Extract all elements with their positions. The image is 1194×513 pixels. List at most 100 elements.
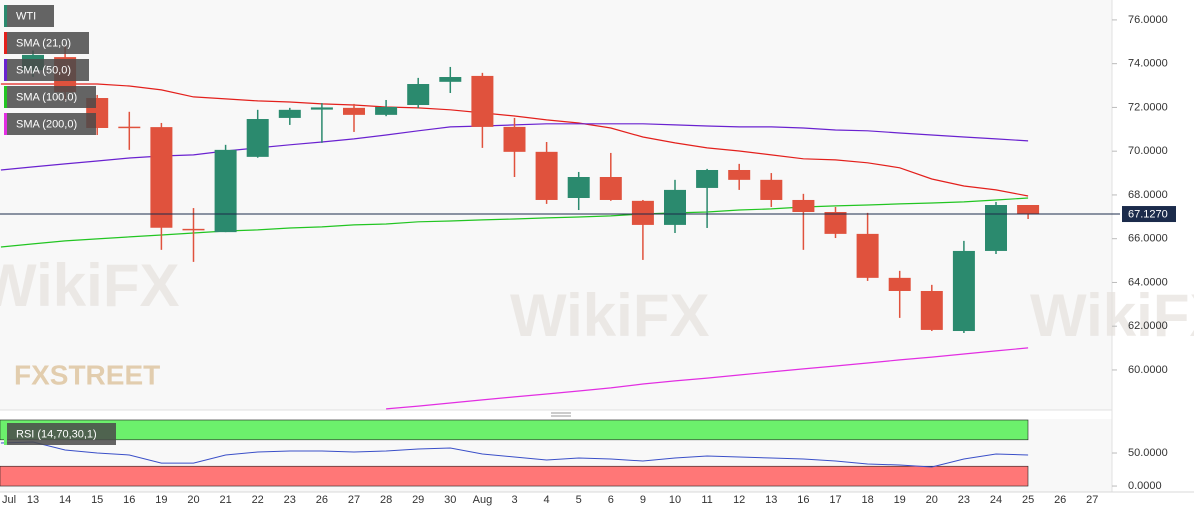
x-tick-label: 14 <box>59 494 71 506</box>
candle-body <box>856 233 879 278</box>
watermark: WikiFX <box>1030 282 1194 349</box>
legend-box <box>4 5 54 27</box>
candle-body <box>375 106 398 115</box>
y-tick-label: 70.0000 <box>1128 145 1168 157</box>
candle-body <box>888 277 911 291</box>
x-tick-label: 19 <box>894 494 906 506</box>
x-tick-label: 20 <box>926 494 938 506</box>
legend-label: SMA (50,0) <box>16 64 71 76</box>
x-tick-label: 17 <box>829 494 841 506</box>
rsi-line <box>0 441 1029 468</box>
x-tick-label: 16 <box>123 494 135 506</box>
y-tick-label: 72.0000 <box>1128 101 1168 113</box>
x-tick-label: 6 <box>608 494 614 506</box>
last-price-label: 67.1270 <box>1128 208 1168 220</box>
candle-body <box>728 169 751 180</box>
x-tick-label: 24 <box>990 494 1002 506</box>
x-tick-label: 29 <box>412 494 424 506</box>
legend-swatch <box>4 32 7 54</box>
y-tick-label: 62.0000 <box>1128 320 1168 332</box>
legend-swatch <box>4 113 7 135</box>
legend-label: SMA (200,0) <box>16 118 77 130</box>
overbought-band <box>0 419 1029 441</box>
sma-line <box>386 347 1029 410</box>
candle-body <box>407 84 430 106</box>
legend-swatch <box>4 5 7 27</box>
candle-body <box>503 126 526 152</box>
candle-body <box>343 107 365 115</box>
x-tick-label: 13 <box>765 494 777 506</box>
x-tick-label: 27 <box>1086 494 1098 506</box>
x-tick-label: 23 <box>284 494 296 506</box>
candle-body <box>952 250 975 332</box>
candle-body <box>310 107 333 110</box>
candle-body <box>1017 205 1040 214</box>
candle-body <box>792 199 815 213</box>
x-tick-label: 27 <box>348 494 360 506</box>
x-tick-label: 13 <box>27 494 39 506</box>
last-price-box <box>1122 206 1176 223</box>
x-tick-label: 19 <box>155 494 167 506</box>
x-tick-label: 26 <box>316 494 328 506</box>
y-tick-label: 68.0000 <box>1128 189 1168 201</box>
candle-body <box>246 119 269 157</box>
sma-line <box>0 83 1029 197</box>
candle-body <box>471 75 494 127</box>
plot: 60.000062.000064.000066.000068.000070.00… <box>0 14 1176 506</box>
candle-body <box>182 228 205 231</box>
logo: FXSTREET <box>14 359 160 390</box>
candle-body <box>696 169 719 188</box>
x-tick-label: 10 <box>669 494 681 506</box>
y-tick-label: 0.0000 <box>1128 480 1162 492</box>
candle-body <box>118 126 141 129</box>
candle-body <box>214 149 237 233</box>
legend-box <box>4 113 96 135</box>
candle-body <box>920 290 943 330</box>
x-tick-label: 21 <box>219 494 231 506</box>
legend-label: SMA (21,0) <box>16 37 71 49</box>
y-tick-label: 66.0000 <box>1128 233 1168 245</box>
oversold-band <box>0 465 1029 487</box>
candle-body <box>439 77 462 82</box>
y-tick-label: 64.0000 <box>1128 276 1168 288</box>
candle-body <box>278 109 301 118</box>
legend-swatch <box>4 59 7 81</box>
x-tick-label: 28 <box>380 494 392 506</box>
x-tick-label: 16 <box>797 494 809 506</box>
x-tick-label: 23 <box>958 494 970 506</box>
candle-body <box>150 127 173 228</box>
x-tick-label: 9 <box>640 494 646 506</box>
legend: WTI SMA (21,0) SMA (50,0) SMA (100,0) SMA (2… <box>4 5 116 445</box>
x-tick-label: Jul <box>2 494 16 506</box>
candle-body <box>567 176 590 198</box>
legend-label: WTI <box>16 10 36 22</box>
y-tick-label: 74.0000 <box>1128 58 1168 70</box>
watermark: WikiFX <box>0 252 179 319</box>
x-tick-label: 12 <box>733 494 745 506</box>
x-tick-label: 4 <box>544 494 550 506</box>
x-tick-label: 26 <box>1054 494 1066 506</box>
legend-swatch <box>4 86 7 108</box>
legend-label: SMA (100,0) <box>16 91 77 103</box>
candle-body <box>535 151 558 200</box>
y-tick-label: 60.0000 <box>1128 364 1168 376</box>
legend-label: RSI (14,70,30,1) <box>16 428 97 440</box>
x-tick-label: 3 <box>511 494 517 506</box>
x-tick-label: 25 <box>1022 494 1034 506</box>
price-panel <box>0 0 1112 410</box>
panel-handle <box>551 412 571 417</box>
candle-body <box>599 176 622 200</box>
x-tick-label: 11 <box>701 494 712 506</box>
watermark: WikiFX <box>510 282 709 349</box>
watermarks: WikiFX WikiFX WikiFX <box>0 252 1194 349</box>
y-tick-label: 50.0000 <box>1128 447 1168 459</box>
y-tick-label: 76.0000 <box>1128 14 1168 26</box>
sma-line <box>0 197 1029 248</box>
candle-body <box>631 200 654 225</box>
x-tick-label: 30 <box>444 494 456 506</box>
x-tick-label: 18 <box>861 494 873 506</box>
legend-box <box>4 59 89 81</box>
legend-box <box>4 32 89 54</box>
legend-box <box>4 423 116 445</box>
